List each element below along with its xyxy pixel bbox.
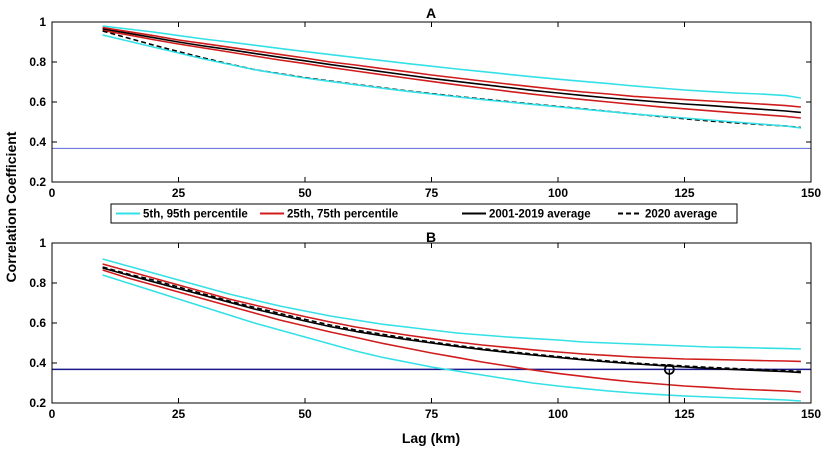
panel-a-xtick-label-0: 0 <box>49 186 56 200</box>
panel-b-title: B <box>426 229 436 245</box>
panel-a-series-25th-percentile <box>102 29 801 119</box>
legend-label-2001-2019: 2001-2019 average <box>489 209 591 221</box>
panel-a-xtick-label-150: 150 <box>801 186 821 200</box>
panel-a-plot-area <box>52 22 811 182</box>
panel-b-xtick-label-25: 25 <box>172 407 186 421</box>
panel-a-xtick-label-50: 50 <box>298 186 312 200</box>
panel-b-xtick-label-50: 50 <box>298 407 312 421</box>
panel-b-marker-circle <box>663 363 675 375</box>
panel-b-ytick-label-2: 0.6 <box>29 316 46 330</box>
panel-b-ytick-label-1: 0.4 <box>29 356 46 370</box>
panel-a-ytick-label-3: 0.8 <box>29 55 46 69</box>
panel-a-axes: 0 25 50 75 100 125 150 0.2 0.4 0.6 0.8 1 <box>29 15 821 200</box>
panel-b-ytick-label-3: 0.8 <box>29 276 46 290</box>
panel-a-xtick-label-75: 75 <box>425 186 439 200</box>
panel-b-xtick-label-125: 125 <box>674 407 694 421</box>
panel-b-xtick-label-150: 150 <box>801 407 821 421</box>
panel-b-series-2020-average <box>102 266 801 373</box>
panel-b-series-25th-percentile <box>102 269 801 393</box>
panel-a-xtick-label-100: 100 <box>548 186 568 200</box>
panel-b-series <box>52 258 811 403</box>
panel-a-series-5th-percentile <box>102 34 802 129</box>
panel-b-plot-area <box>52 243 811 403</box>
panel-a-series <box>52 25 811 149</box>
panel-a-series-95th-percentile <box>102 25 802 99</box>
panel-b-ytick-label-0: 0.2 <box>29 396 46 410</box>
panel-b-series-2001-2019-average <box>102 267 801 374</box>
panel-a: A 0 25 50 75 100 125 150 0.2 0.4 0.6 0.8 1 <box>29 5 821 200</box>
panel-a-series-75th-percentile <box>102 26 801 108</box>
legend: 5th, 95th percentile 25th, 75th percenti… <box>110 203 738 224</box>
panel-b: B 0 25 50 75 100 125 150 0.2 0.4 0.6 0.8 1 <box>29 229 821 421</box>
panel-b-axes: 0 25 50 75 100 125 150 0.2 0.4 0.6 0.8 1 <box>29 236 821 421</box>
panel-b-frame <box>51 242 812 404</box>
panel-b-xtick-label-100: 100 <box>548 407 568 421</box>
panel-b-xtick-label-75: 75 <box>425 407 439 421</box>
panel-b-series-95th-percentile <box>102 258 801 350</box>
panel-a-frame <box>51 21 812 183</box>
panel-b-ytick-label-4: 1 <box>39 236 46 250</box>
panel-a-ytick-label-2: 0.6 <box>29 95 46 109</box>
y-axis-title: Correlation Coefficient <box>3 131 19 282</box>
panel-b-series-75th-percentile <box>102 263 801 363</box>
panel-b-xtick-label-0: 0 <box>49 407 56 421</box>
legend-box <box>110 203 738 224</box>
panel-a-xtick-label-125: 125 <box>674 186 694 200</box>
panel-a-title: A <box>426 5 436 21</box>
legend-label-2020: 2020 average <box>645 209 717 221</box>
panel-a-series-2001-2019-average <box>102 28 801 114</box>
x-axis-title: Lag (km) <box>402 430 460 446</box>
legend-label-5-95: 5th, 95th percentile <box>143 209 248 221</box>
panel-a-xtick-label-25: 25 <box>172 186 186 200</box>
panel-a-ytick-label-4: 1 <box>39 15 46 29</box>
panel-a-ytick-label-1: 0.4 <box>29 135 46 149</box>
panel-b-series-5th-percentile <box>102 274 801 402</box>
legend-label-25-75: 25th, 75th percentile <box>287 209 398 221</box>
panel-a-ytick-label-0: 0.2 <box>29 175 46 189</box>
